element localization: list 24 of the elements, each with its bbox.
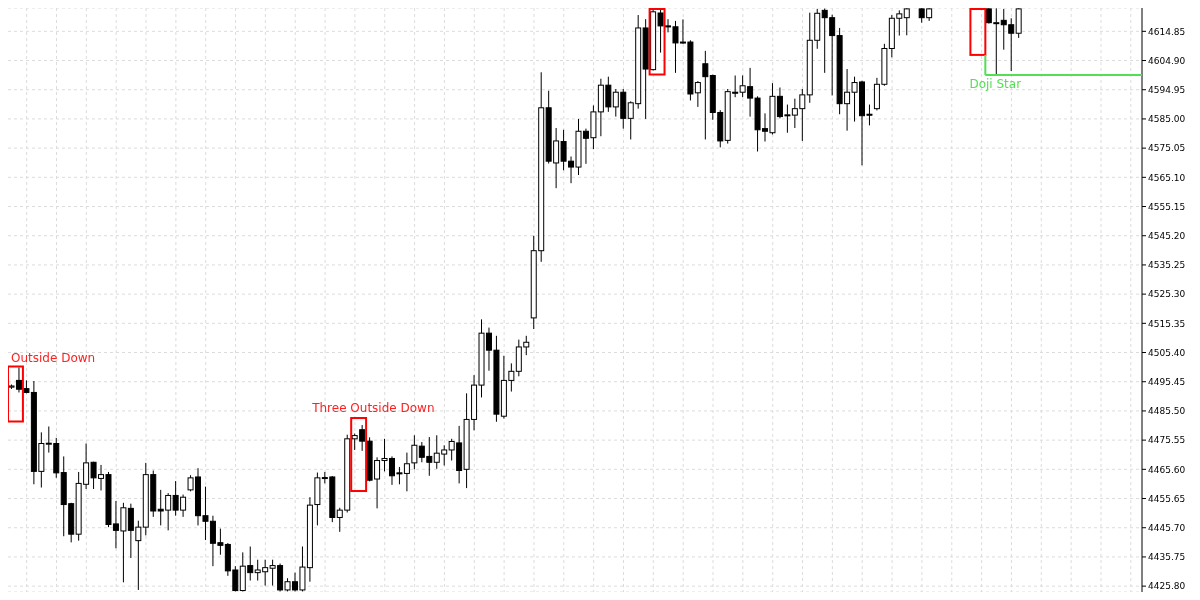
y-tick-label: 4604.90 <box>1148 55 1186 66</box>
y-tick-label: 4565.10 <box>1148 172 1186 183</box>
y-tick-label: 4575.05 <box>1148 143 1186 154</box>
y-tick-label: 4425.80 <box>1148 581 1186 592</box>
y-tick-label: 4594.95 <box>1148 84 1186 95</box>
y-tick-label: 4435.75 <box>1148 552 1186 563</box>
y-tick-label: 4525.30 <box>1148 289 1186 300</box>
y-tick-label: 4475.55 <box>1148 435 1186 446</box>
y-tick-label: 4495.45 <box>1148 376 1186 387</box>
y-tick-label: 4545.20 <box>1148 230 1186 241</box>
y-tick-label: 4535.25 <box>1148 260 1186 271</box>
annotation: Three Outside Down <box>311 401 435 416</box>
y-tick-label: 4614.85 <box>1148 26 1186 37</box>
y-tick-label: 4585.00 <box>1148 114 1186 125</box>
y-tick-label: 4555.15 <box>1148 201 1186 212</box>
y-tick-label: 4455.65 <box>1148 493 1186 504</box>
y-tick-label: 4445.70 <box>1148 522 1186 533</box>
y-tick-label: 4465.60 <box>1148 464 1186 475</box>
y-tick-label: 4485.50 <box>1148 406 1186 417</box>
ref-line-label: Doji Star <box>969 76 1022 91</box>
y-tick-label: 4515.35 <box>1148 318 1186 329</box>
candlestick <box>702 50 709 140</box>
annotation: Outside Down <box>11 351 96 366</box>
y-tick-label: 4505.40 <box>1148 347 1186 358</box>
